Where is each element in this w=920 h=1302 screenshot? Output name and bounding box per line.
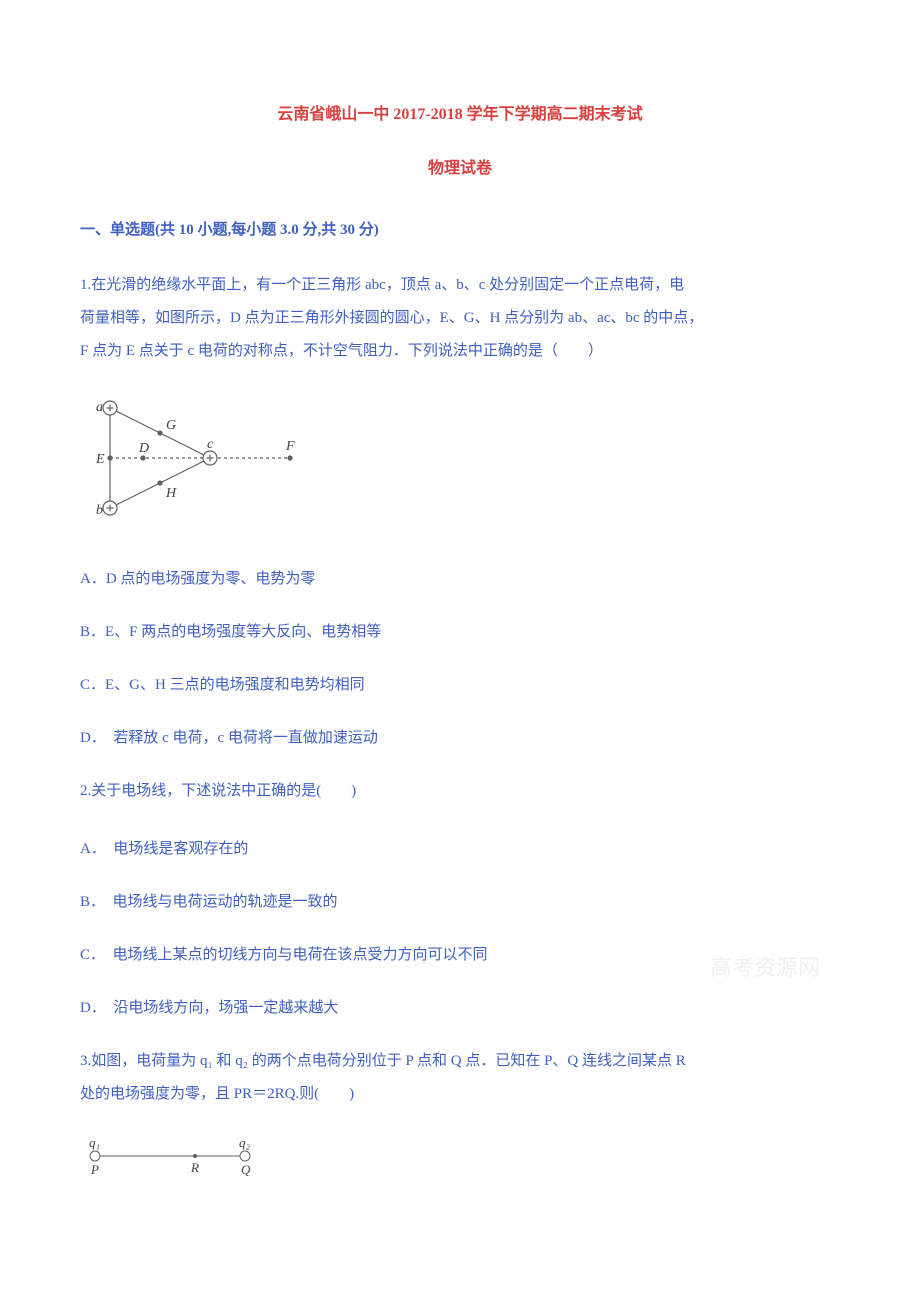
q1-option-c: C．E、G、H 三点的电场强度和电势均相同: [80, 669, 840, 702]
svg-text:Q: Q: [241, 1162, 251, 1176]
svg-text:b: b: [96, 503, 103, 518]
svg-text:E: E: [95, 452, 105, 467]
svg-text:P: P: [90, 1162, 99, 1176]
svg-text:R: R: [190, 1160, 199, 1175]
svg-text:H: H: [165, 486, 177, 501]
exam-subtitle: 物理试卷: [80, 154, 840, 178]
svg-text:q₁: q₁: [89, 1136, 100, 1150]
q1-line3: F 点为 E 点关于 c 电荷的对称点，不计空气阻力．下列说法中正确的是（ ）: [80, 335, 840, 368]
figure-2-line-charges: q₁ q₂ P R Q: [80, 1136, 840, 1181]
q3-line2: 处的电场强度为零，且 PR＝2RQ.则( ): [80, 1078, 840, 1111]
svg-text:D: D: [138, 441, 149, 456]
svg-text:a: a: [96, 400, 103, 415]
svg-text:F: F: [285, 439, 295, 454]
svg-text:q₂: q₂: [239, 1136, 251, 1150]
q2-option-a: A． 电场线是客观存在的: [80, 833, 840, 866]
q1-line1: 1.在光滑的绝缘水平面上，有一个正三角形 abc，顶点 a、b、c 处分别固定一…: [80, 269, 840, 302]
q3-line1: 3.如图，电荷量为 q₁ 和 q₂ 的两个点电荷分别位于 P 点和 Q 点．已知…: [80, 1045, 840, 1078]
q1-option-a: A．D 点的电场强度为零、电势为零: [80, 563, 840, 596]
q1-option-d: D． 若释放 c 电荷，c 电荷将一直做加速运动: [80, 722, 840, 755]
exam-title: 云南省峨山一中 2017-2018 学年下学期高二期末考试: [80, 100, 840, 124]
q2-option-d: D． 沿电场线方向，场强一定越来越大: [80, 992, 840, 1025]
question-3-stem: 3.如图，电荷量为 q₁ 和 q₂ 的两个点电荷分别位于 P 点和 Q 点．已知…: [80, 1045, 840, 1111]
q2-option-b: B． 电场线与电荷运动的轨迹是一致的: [80, 886, 840, 919]
svg-text:c: c: [207, 437, 214, 452]
section-heading: 一、单选题(共 10 小题,每小题 3.0 分,共 30 分): [80, 218, 840, 239]
svg-text:G: G: [166, 418, 176, 433]
question-2-stem: 2.关于电场线，下述说法中正确的是( ): [80, 775, 840, 808]
q1-option-b: B．E、F 两点的电场强度等大反向、电势相等: [80, 616, 840, 649]
q1-line2: 荷量相等，如图所示，D 点为正三角形外接圆的圆心，E、G、H 点分别为 ab、a…: [80, 302, 840, 335]
figure-1-triangle: a b c E G H D F: [80, 393, 840, 538]
question-1-stem: 1.在光滑的绝缘水平面上，有一个正三角形 abc，顶点 a、b、c 处分别固定一…: [80, 269, 840, 368]
q2-option-c: C． 电场线上某点的切线方向与电荷在该点受力方向可以不同: [80, 939, 840, 972]
